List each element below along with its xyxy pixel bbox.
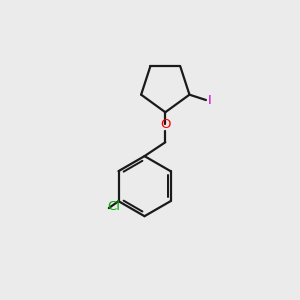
Text: Cl: Cl — [108, 200, 121, 213]
Text: O: O — [160, 118, 171, 131]
Text: I: I — [208, 94, 211, 106]
